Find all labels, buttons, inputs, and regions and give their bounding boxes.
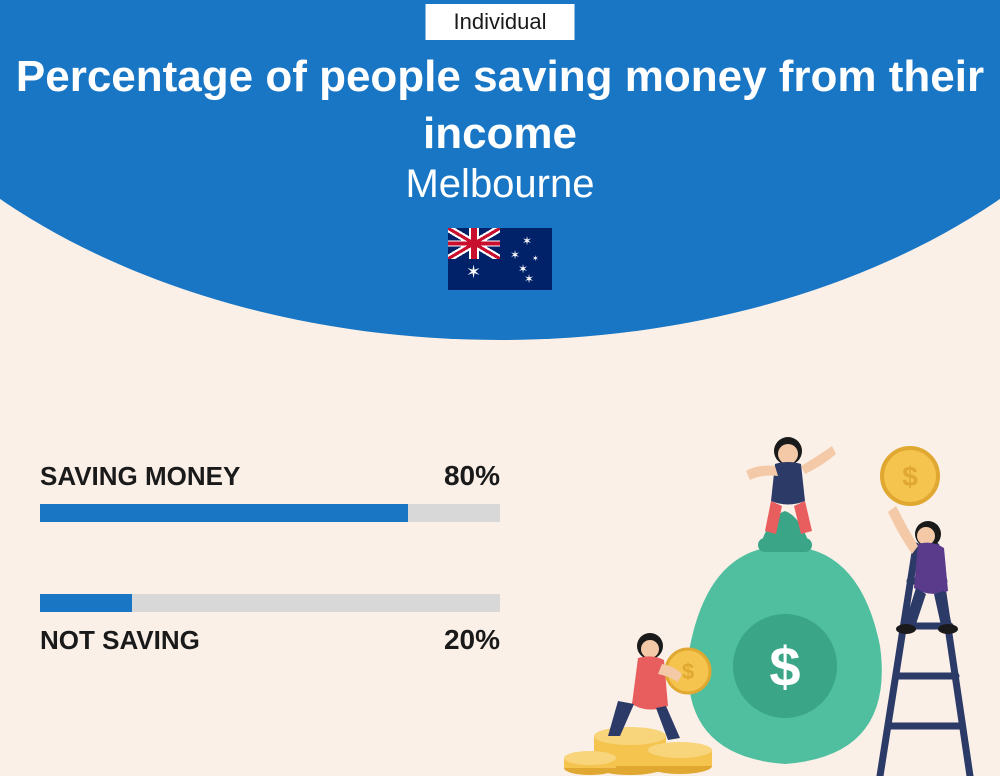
page-subtitle: Melbourne — [0, 162, 1000, 207]
person-ladder-icon: $ — [882, 448, 958, 634]
bar-label: SAVING MONEY — [40, 461, 240, 492]
bar-fill — [40, 594, 132, 612]
svg-text:$: $ — [769, 635, 800, 698]
bar-value: 80% — [444, 460, 500, 492]
savings-bar-chart: SAVING MONEY 80% NOT SAVING 20% — [40, 460, 500, 728]
bar-not-saving: NOT SAVING 20% — [40, 594, 500, 656]
bar-track — [40, 504, 500, 522]
coin-stack-icon — [564, 727, 712, 775]
page-title: Percentage of people saving money from t… — [0, 48, 1000, 162]
person-seated-icon: $ — [608, 633, 710, 740]
bar-fill — [40, 504, 408, 522]
bar-label: NOT SAVING — [40, 625, 200, 656]
bar-saving-money: SAVING MONEY 80% — [40, 460, 500, 522]
money-bag-icon: $ — [688, 511, 882, 764]
svg-text:$: $ — [682, 659, 694, 684]
bar-value: 20% — [444, 624, 500, 656]
svg-text:$: $ — [902, 461, 918, 492]
australia-flag-icon: ✶ ✶ ✶ ✶ ✶ ✶ — [448, 228, 552, 290]
money-savings-illustration: $ $ $ — [560, 416, 980, 776]
bar-track — [40, 594, 500, 612]
category-badge: Individual — [426, 4, 575, 40]
